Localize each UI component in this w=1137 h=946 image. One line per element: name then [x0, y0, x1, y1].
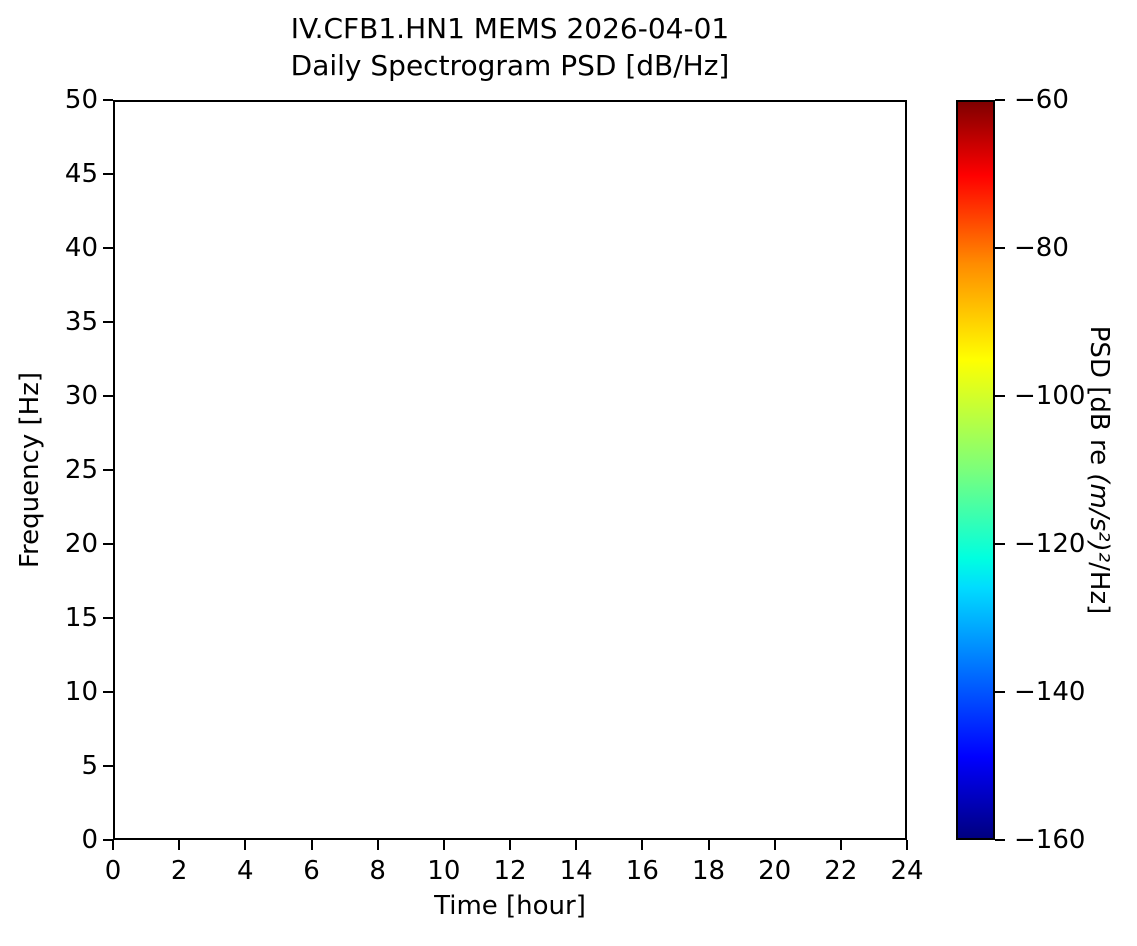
x-tick-mark — [244, 840, 247, 850]
x-tick-mark — [707, 840, 710, 850]
y-tick-label: 40 — [64, 233, 98, 263]
plot-area — [113, 100, 907, 840]
x-tick-mark — [641, 840, 644, 850]
x-tick-mark — [773, 840, 776, 850]
y-tick-mark — [103, 469, 113, 471]
chart-title: IV.CFB1.HN1 MEMS 2026-04-01 Daily Spectr… — [291, 10, 730, 84]
x-tick-label: 16 — [625, 856, 659, 886]
x-tick-label: 4 — [237, 856, 254, 886]
x-tick-mark — [376, 840, 379, 850]
x-tick-label: 6 — [303, 856, 320, 886]
y-tick-label: 20 — [64, 529, 98, 559]
y-tick-label: 10 — [64, 677, 98, 707]
colorbar-tick-mark — [995, 395, 1005, 397]
x-tick-mark — [575, 840, 578, 850]
colorbar-label-suffix: /Hz] — [1084, 562, 1114, 615]
y-tick-label: 30 — [64, 381, 98, 411]
x-tick-label: 8 — [369, 856, 386, 886]
colorbar-tick-mark — [995, 543, 1005, 545]
x-axis-label: Time [hour] — [434, 891, 586, 921]
x-tick-label: 2 — [170, 856, 188, 886]
colorbar-tick-label: −140 — [1014, 677, 1086, 707]
x-tick-label: 20 — [758, 856, 792, 886]
x-tick-label: 18 — [691, 856, 726, 886]
colorbar-tick-label: −80 — [1014, 233, 1069, 263]
y-tick-mark — [103, 691, 113, 693]
colorbar-gradient — [956, 100, 995, 840]
x-tick-label: 24 — [890, 856, 924, 886]
y-tick-label: 50 — [64, 85, 98, 115]
y-tick-label: 45 — [64, 159, 98, 189]
x-tick-mark — [906, 840, 908, 850]
colorbar-tick-mark — [995, 99, 1005, 101]
colorbar-label: PSD [dB re (m/s²)²/Hz] — [1084, 326, 1114, 614]
colorbar-tick-label: −160 — [1014, 825, 1086, 855]
y-tick-mark — [103, 839, 113, 841]
y-tick-label: 15 — [64, 603, 98, 633]
x-tick-mark — [310, 840, 313, 850]
x-tick-mark — [178, 840, 181, 850]
colorbar-tick-label: −60 — [1014, 85, 1069, 115]
y-tick-label: 0 — [81, 825, 98, 855]
x-tick-label: 22 — [824, 856, 858, 886]
x-tick-label: 12 — [493, 856, 527, 886]
chart-title-line2: Daily Spectrogram PSD [dB/Hz] — [290, 49, 730, 82]
y-tick-mark — [103, 321, 113, 323]
colorbar-tick-label: −120 — [1014, 529, 1086, 559]
y-tick-label: 5 — [81, 751, 98, 781]
y-tick-mark — [103, 173, 113, 175]
colorbar-tick-mark — [995, 247, 1005, 249]
y-tick-label: 25 — [64, 455, 98, 485]
y-tick-mark — [103, 395, 113, 397]
y-tick-label: 35 — [64, 307, 98, 337]
x-tick-label: 0 — [104, 856, 122, 886]
chart-title-line1: IV.CFB1.HN1 MEMS 2026-04-01 — [290, 12, 730, 45]
colorbar-tick-label: −100 — [1014, 381, 1086, 411]
x-tick-mark — [112, 840, 114, 850]
colorbar-tick-mark — [995, 839, 1005, 841]
x-tick-mark — [509, 840, 511, 850]
x-tick-label: 10 — [427, 856, 461, 886]
y-tick-mark — [103, 765, 113, 767]
y-tick-mark — [103, 247, 113, 249]
y-tick-mark — [103, 543, 113, 545]
x-tick-mark — [442, 840, 445, 850]
y-tick-mark — [103, 617, 113, 619]
x-tick-label: 14 — [559, 856, 593, 886]
colorbar-tick-mark — [995, 691, 1005, 693]
x-tick-mark — [839, 840, 842, 850]
y-tick-mark — [103, 99, 113, 101]
